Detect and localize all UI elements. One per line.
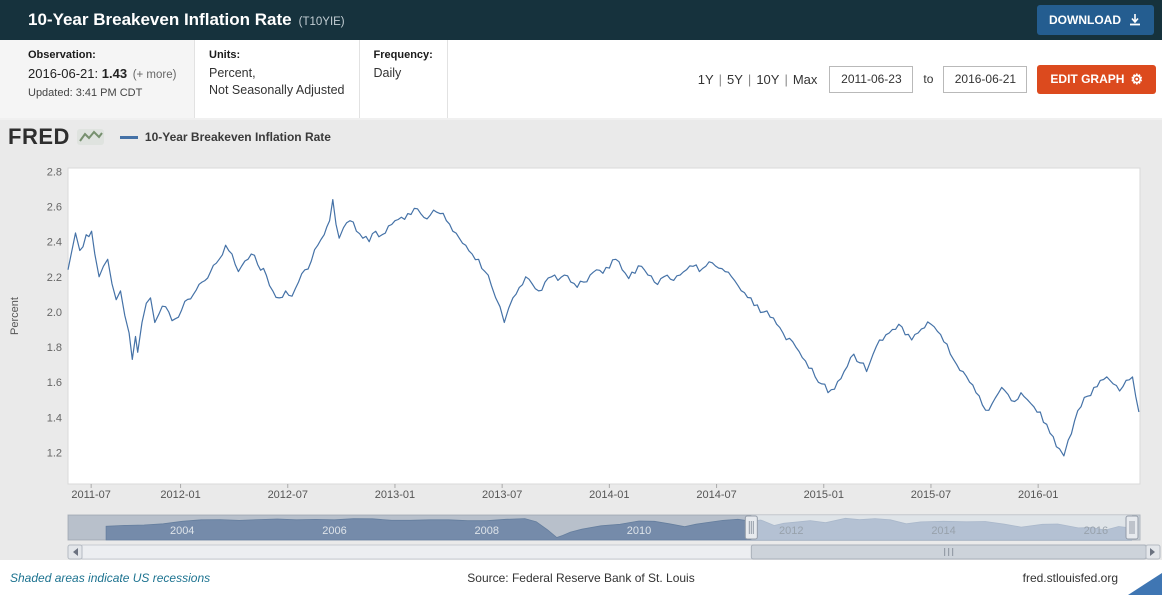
y-tick-label: 1.8 (47, 342, 62, 354)
download-button[interactable]: DOWNLOAD (1037, 5, 1154, 35)
plot-background (67, 167, 1141, 485)
slider-handle-left[interactable] (744, 515, 758, 540)
overview-year-label: 2016 (1084, 525, 1108, 537)
gear-icon: ⚙ (1130, 71, 1143, 87)
download-icon (1130, 14, 1140, 26)
page-title: 10-Year Breakeven Inflation Rate (T10YIE… (28, 10, 345, 30)
observation-more-link[interactable]: (+ more) (132, 68, 177, 81)
x-tick-label: 2013-07 (482, 489, 522, 501)
range-links: 1Y | 5Y | 10Y | Max (696, 72, 820, 87)
frequency-label: Frequency: (373, 49, 433, 61)
range-link-5y[interactable]: 5Y (727, 71, 743, 87)
overview-year-label: 2006 (322, 525, 346, 537)
observation-value: 1.43 (101, 65, 128, 81)
graph-controls: 1Y|5Y|10Y|Max to EDIT GRAPH ⚙ (696, 40, 1162, 118)
units-line1: Percent, (209, 65, 256, 80)
y-tick-label: 2.2 (47, 272, 62, 284)
brand-row: FRED 10-Year Breakeven Inflation Rate (8, 124, 331, 150)
chart-legend: 10-Year Breakeven Inflation Rate (119, 130, 331, 144)
overview-year-label: 2008 (475, 525, 499, 537)
frequency-block: Frequency: Daily (360, 40, 448, 118)
x-tick-label: 2016-01 (1018, 489, 1058, 501)
range-link-max[interactable]: Max (792, 71, 818, 87)
legend-swatch (119, 135, 138, 139)
range-separator: | (747, 71, 752, 87)
y-tick-label: 1.6 (47, 377, 62, 389)
header-bar: 10-Year Breakeven Inflation Rate (T10YIE… (0, 0, 1162, 40)
x-tick-label: 2015-07 (911, 489, 951, 501)
y-tick-label: 1.2 (47, 447, 62, 459)
x-tick-label: 2011-07 (71, 489, 111, 501)
y-axis-title: Percent (9, 297, 21, 335)
units-label: Units: (209, 49, 241, 61)
start-date-input[interactable] (829, 65, 914, 93)
fred-logo: FRED (8, 124, 70, 149)
overview-year-label: 2004 (170, 525, 194, 537)
x-tick-label: 2014-07 (696, 489, 736, 501)
updated-timestamp: Updated: 3:41 PM CDT (28, 87, 143, 100)
overview-selection[interactable] (751, 515, 1133, 540)
x-tick-label: 2012-07 (268, 489, 308, 501)
units-block: Units: Percent, Not Seasonally Adjusted (195, 40, 360, 118)
source-text: Source: Federal Reserve Bank of St. Loui… (467, 570, 695, 585)
legend-label: 10-Year Breakeven Inflation Rate (144, 130, 331, 144)
corner-accent (1128, 573, 1162, 595)
main-chart: 1.2 1.4 1.6 1.8 2.0 2.2 2.4 2.6 2.8 Percent 2011-0… (9, 167, 1161, 560)
scrollbar-left-arrow[interactable] (67, 544, 83, 560)
range-separator: | (784, 71, 788, 87)
x-tick-label: 2012-01 (160, 489, 200, 501)
range-link-1y[interactable]: 1Y (697, 71, 714, 87)
range-separator: | (718, 71, 723, 87)
fred-logo-spark-icon (76, 129, 104, 145)
date-to-label: to (923, 72, 934, 86)
end-date-input[interactable] (943, 65, 1028, 93)
frequency-value: Daily (373, 65, 402, 80)
title-text: 10-Year Breakeven Inflation Rate (28, 10, 292, 29)
y-tick-label: 1.4 (47, 412, 62, 424)
site-link[interactable]: fred.stlouisfed.org (1022, 570, 1118, 585)
recession-note-link[interactable]: Shaded areas indicate US recessions (10, 570, 211, 585)
slider-handle-right[interactable] (1125, 515, 1139, 540)
scrollbar-right-arrow[interactable] (1145, 544, 1161, 560)
edit-graph-button[interactable]: EDIT GRAPH ⚙ (1037, 64, 1156, 94)
observation-line: 2016-06-21: 1.43 (+ more) (28, 65, 180, 84)
chart-area: FRED 10-Year Breakeven Inflation Rate 1.… (0, 120, 1162, 560)
x-tick-label: 2014-01 (589, 489, 629, 501)
overview-year-label: 2014 (931, 525, 955, 537)
info-bar: Observation: 2016-06-21: 1.43 (+ more) U… (0, 40, 1162, 120)
y-tick-label: 2.0 (47, 307, 62, 319)
overview-year-label: 2012 (779, 525, 803, 537)
footer-bar: Shaded areas indicate US recessions Sour… (0, 560, 1162, 595)
overview-year-label: 2010 (627, 525, 651, 537)
overview-unselected-left (68, 515, 752, 540)
y-tick-label: 2.8 (47, 167, 62, 179)
series-line (67, 198, 1140, 457)
x-tick-label: 2013-01 (375, 489, 415, 501)
y-tick-label: 2.4 (47, 237, 62, 249)
overview-area (105, 517, 1132, 541)
observation-block: Observation: 2016-06-21: 1.43 (+ more) U… (0, 40, 195, 118)
download-label: DOWNLOAD (1049, 13, 1121, 27)
x-tick-label: 2015-01 (804, 489, 844, 501)
observation-date: 2016-06-21: (28, 65, 99, 81)
range-link-10y[interactable]: 10Y (756, 71, 780, 87)
observation-label: Observation: (28, 49, 96, 61)
scrollbar-thumb[interactable] (750, 544, 1147, 560)
series-id: (T10YIE) (298, 16, 345, 28)
edit-graph-label: EDIT GRAPH (1050, 72, 1125, 86)
y-tick-label: 2.6 (47, 202, 62, 214)
units-line2: Not Seasonally Adjusted (209, 82, 345, 97)
